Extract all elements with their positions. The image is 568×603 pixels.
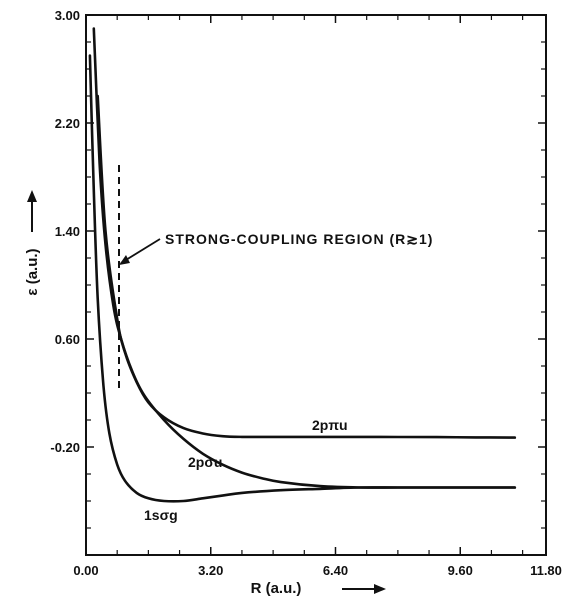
annotation-arrowhead xyxy=(119,255,130,265)
x-axis-label: R (a.u.) xyxy=(251,580,302,597)
curve-1s-sigma-g xyxy=(88,54,517,503)
axis-ticks: 0.00 3.20 6.40 9.60 11.80 3.00 2.20 1.40 0.60 -0.… xyxy=(50,8,562,578)
annotation-strong-coupling: STRONG-COUPLING REGION (R≳1) xyxy=(165,231,433,247)
label-1s-sigma-g: 1sσg xyxy=(144,507,178,523)
curves xyxy=(88,27,517,503)
y-tick-label: -0.20 xyxy=(50,440,80,455)
x-tick-label: 9.60 xyxy=(448,563,473,578)
y-tick-label: 2.20 xyxy=(55,116,80,131)
label-2p-pi-u: 2pπu xyxy=(312,417,348,433)
x-tick-label: 3.20 xyxy=(198,563,223,578)
x-tick-label: 6.40 xyxy=(323,563,348,578)
y-tick-label: 3.00 xyxy=(55,8,80,23)
x-tick-label: 0.00 xyxy=(73,563,98,578)
label-2p-sigma-u: 2pσu xyxy=(188,454,222,470)
x-tick-label: 11.80 xyxy=(530,563,562,578)
y-tick-label: 1.40 xyxy=(55,224,80,239)
x-axis-arrow xyxy=(342,584,386,594)
y-axis-arrow xyxy=(27,190,37,232)
y-axis-label: ε (a.u.) xyxy=(24,248,41,295)
y-tick-label: 0.60 xyxy=(55,332,80,347)
